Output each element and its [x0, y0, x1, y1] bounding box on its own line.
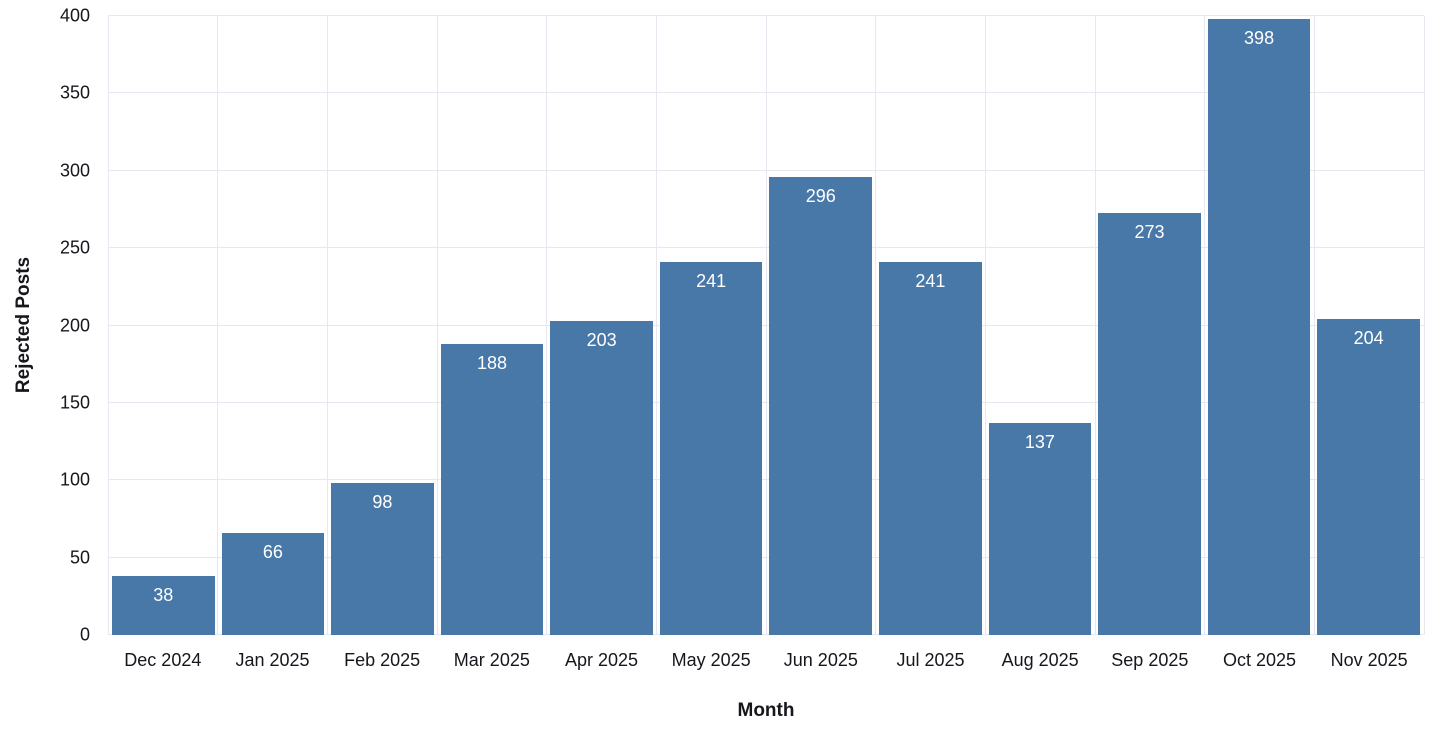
- gridline: [1204, 16, 1206, 635]
- bars-container: 38 66 98 188 203 241 296 241 137 273 398 204: [108, 16, 1424, 635]
- x-tick-label: Dec 2024: [124, 650, 202, 670]
- bar-value-label: 204: [1353, 328, 1384, 349]
- x-axis-title: Month: [737, 700, 795, 721]
- x-tick-label: Aug 2025: [1001, 650, 1079, 670]
- bar: 38: [112, 576, 215, 635]
- gridline: [1313, 16, 1315, 635]
- bar: 296: [769, 176, 873, 635]
- gridline: [546, 16, 548, 635]
- y-tick-label: 200: [59, 315, 90, 335]
- bar: 137: [988, 423, 1092, 635]
- bar-value-label: 398: [1244, 28, 1275, 49]
- bar: 398: [1207, 19, 1311, 635]
- y-tick-label: 150: [59, 392, 90, 413]
- bar-value-label: 137: [1024, 432, 1055, 452]
- x-tick-label: Oct 2025: [1222, 650, 1297, 670]
- y-axis-tick-labels: 0 50 100 150 200 250 300 350 400: [0, 6, 100, 645]
- y-tick-label: 50: [69, 547, 90, 568]
- y-tick-label: 350: [59, 82, 90, 103]
- y-tick-label: 0: [79, 624, 90, 645]
- y-tick-label: 300: [59, 160, 90, 181]
- x-tick-label: Nov 2025: [1330, 650, 1408, 670]
- bar: 241: [659, 262, 763, 635]
- gridline: [217, 16, 219, 635]
- x-tick-label: May 2025: [671, 650, 751, 670]
- y-tick-label: 100: [59, 469, 90, 490]
- plot-area: 38 66 98 188 203 241 296 241 137 273 398 204: [107, 15, 1425, 635]
- bar: 66: [221, 532, 325, 635]
- x-tick-label: Jun 2025: [783, 650, 858, 670]
- bar: 98: [331, 483, 434, 635]
- bar-value-label: 203: [586, 329, 617, 350]
- bar-value-label: 98: [372, 492, 393, 513]
- gridline: [1094, 16, 1096, 635]
- gridline: [436, 16, 438, 635]
- gridline: [1423, 16, 1425, 635]
- x-tick-label: Jan 2025: [235, 650, 310, 670]
- bar-value-label: 241: [696, 271, 727, 292]
- x-tick-label: Feb 2025: [344, 650, 421, 670]
- gridline: [655, 16, 657, 635]
- bar: 203: [550, 320, 653, 635]
- gridline: [984, 16, 986, 635]
- bar: 241: [879, 262, 982, 635]
- bar-value-label: 38: [153, 585, 174, 606]
- x-tick-label: Mar 2025: [453, 650, 530, 670]
- bar: 188: [440, 344, 544, 635]
- gridline: [108, 15, 1424, 16]
- gridline: [107, 16, 109, 635]
- gridline: [875, 16, 877, 635]
- x-axis-tick-labels: Dec 2024 Jan 2025 Feb 2025 Mar 2025 Apr 2025…: [108, 650, 1424, 676]
- bar-value-label: 241: [915, 271, 946, 292]
- y-tick-label: 250: [59, 237, 90, 258]
- x-tick-label: Sep 2025: [1111, 650, 1189, 670]
- x-tick-label: Apr 2025: [564, 650, 639, 670]
- bar-value-label: 188: [477, 353, 508, 374]
- bar-value-label: 66: [262, 541, 283, 562]
- bar: 273: [1098, 212, 1201, 635]
- gridline: [326, 16, 328, 635]
- bar-value-label: 273: [1134, 221, 1165, 242]
- bar: 204: [1317, 319, 1420, 635]
- x-tick-label: Jul 2025: [896, 650, 965, 670]
- bar-value-label: 296: [805, 185, 836, 206]
- gridline: [765, 16, 767, 635]
- y-tick-label: 400: [59, 5, 90, 26]
